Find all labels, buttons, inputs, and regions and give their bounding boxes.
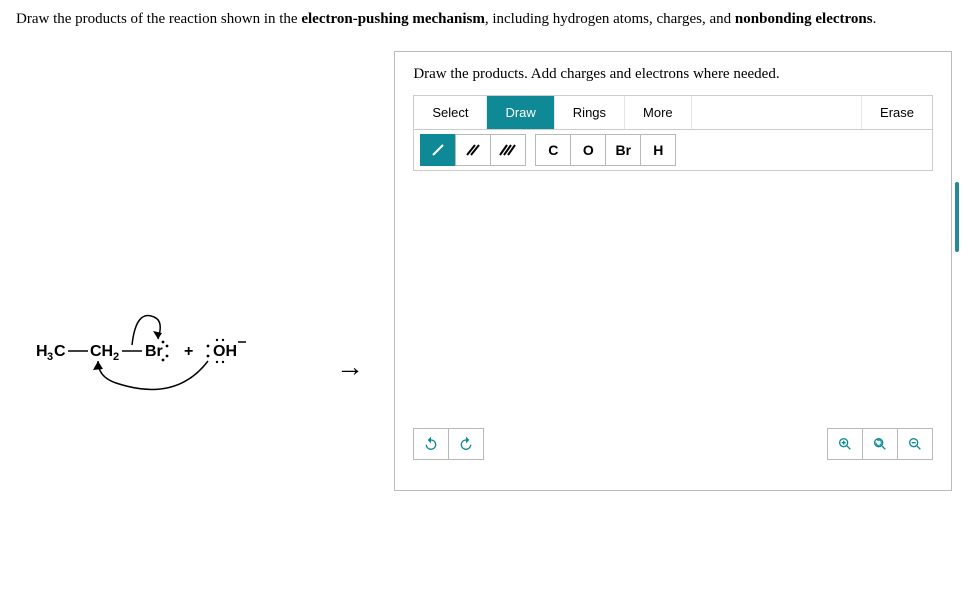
zoom-reset-icon [872,436,888,452]
undo-redo-group [413,428,484,460]
redo-button[interactable] [448,428,484,460]
tab-draw[interactable]: Draw [487,96,554,129]
atom-o-button[interactable]: O [570,134,606,166]
redo-icon [458,436,474,452]
zoom-group [827,428,933,460]
undo-icon [423,436,439,452]
tab-rings[interactable]: Rings [555,96,625,129]
single-bond-icon [431,143,445,157]
zoom-reset-button[interactable] [862,428,898,460]
tab-spacer [692,96,861,129]
tab-select[interactable]: Select [414,96,487,129]
bond-triple-button[interactable] [490,134,526,166]
tab-erase[interactable]: Erase [861,96,932,129]
zoom-out-icon [907,436,923,452]
question-bold1: electron-pushing mechanism [301,11,484,27]
svg-text:C: C [54,343,66,360]
svg-text:Br: Br [145,343,163,360]
question-mid: , including hydrogen atoms, charges, and [485,11,735,27]
double-bond-icon [465,143,481,157]
tab-row: Select Draw Rings More Erase [414,96,932,130]
atom-c-button[interactable]: C [535,134,571,166]
drawing-canvas[interactable] [413,177,933,427]
mechanism-svg: H 3 C CH 2 Br + OH [36,291,316,411]
svg-text:3: 3 [47,351,53,363]
atom-br-button[interactable]: Br [605,134,641,166]
tool-row: C O Br H [414,130,932,170]
svg-text:CH: CH [90,343,113,360]
bond-double-button[interactable] [455,134,491,166]
svg-text:H: H [36,343,48,360]
triple-bond-icon [499,143,517,157]
undo-button[interactable] [413,428,449,460]
svg-text:2: 2 [113,351,119,363]
question-suffix: . [873,11,877,27]
question-prompt: Draw the products of the reaction shown … [16,8,952,31]
question-prefix: Draw the products of the reaction shown … [16,11,301,27]
atom-h-button[interactable]: H [640,134,676,166]
zoom-in-button[interactable] [827,428,863,460]
zoom-out-button[interactable] [897,428,933,460]
panel-title: Draw the products. Add charges and elect… [413,66,933,83]
mechanism-diagram: H 3 C CH 2 Br + OH [16,51,394,481]
drawing-panel: Draw the products. Add charges and elect… [394,51,952,491]
bottom-controls [413,428,933,460]
zoom-in-icon [837,436,853,452]
toolbar: Select Draw Rings More Erase C O [413,95,933,171]
reaction-arrow: → [336,351,364,383]
question-bold2: nonbonding electrons [735,11,873,27]
tab-more[interactable]: More [625,96,692,129]
svg-text:OH: OH [213,343,237,360]
scroll-indicator[interactable] [955,182,959,252]
svg-text:+: + [184,343,193,360]
bond-single-button[interactable] [420,134,456,166]
